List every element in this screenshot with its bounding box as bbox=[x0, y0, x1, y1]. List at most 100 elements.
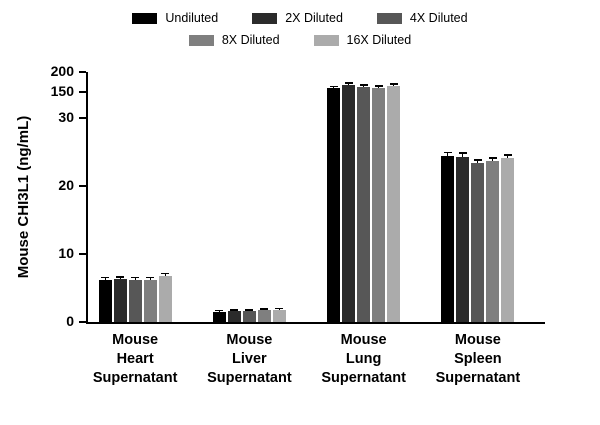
error-bar bbox=[462, 153, 464, 157]
y-axis-title: Mouse CHI3L1 (ng/mL) bbox=[15, 115, 32, 279]
bar bbox=[212, 311, 226, 322]
bar bbox=[486, 160, 500, 322]
y-tick-label: 150 bbox=[50, 83, 74, 99]
bar bbox=[113, 279, 127, 322]
error-bar-cap bbox=[473, 159, 482, 161]
legend-label: 2X Diluted bbox=[285, 11, 343, 25]
legend-swatch bbox=[252, 12, 278, 24]
legend-swatch bbox=[188, 34, 214, 46]
bar bbox=[98, 279, 112, 322]
legend-item: 8X Diluted bbox=[188, 33, 280, 47]
bar bbox=[342, 84, 356, 322]
y-tick-label: 10 bbox=[58, 245, 74, 261]
y-tick-label: 0 bbox=[66, 313, 74, 329]
x-category-label-line: Supernatant bbox=[435, 369, 521, 386]
x-category-label-line: Heart bbox=[116, 350, 154, 367]
bar bbox=[357, 86, 371, 322]
x-category-label-line: Supernatant bbox=[92, 369, 178, 386]
error-bar-cap bbox=[245, 309, 254, 311]
error-bar bbox=[333, 86, 335, 89]
error-bar bbox=[378, 86, 380, 88]
bar bbox=[242, 311, 256, 322]
legend-label: Undiluted bbox=[165, 11, 219, 25]
error-bar-cap bbox=[116, 276, 125, 278]
legend-label: 8X Diluted bbox=[221, 33, 280, 47]
error-bar-cap bbox=[329, 85, 338, 88]
bar bbox=[327, 88, 341, 322]
legend-swatch bbox=[313, 34, 339, 46]
error-bar bbox=[278, 308, 280, 310]
error-bar bbox=[218, 310, 220, 312]
bar bbox=[441, 156, 455, 322]
x-category-label-line: Mouse bbox=[112, 332, 159, 348]
legend-label: 4X Diluted bbox=[409, 11, 468, 25]
error-bar bbox=[363, 85, 365, 87]
y-tick bbox=[79, 91, 86, 93]
error-bar bbox=[149, 277, 151, 280]
y-tick-label: 30 bbox=[58, 109, 74, 125]
bar bbox=[257, 310, 271, 322]
bar bbox=[272, 309, 286, 322]
legend-item: Undiluted bbox=[132, 11, 218, 25]
error-bar-cap bbox=[101, 276, 110, 279]
legend-item: 16X Diluted bbox=[313, 33, 412, 47]
error-bar bbox=[348, 83, 350, 85]
error-bar-cap bbox=[230, 309, 239, 311]
error-bar bbox=[119, 277, 121, 280]
error-bar bbox=[104, 277, 106, 280]
error-bar-cap bbox=[458, 152, 467, 154]
error-bar-cap bbox=[374, 85, 383, 87]
error-bar bbox=[477, 160, 479, 163]
error-bar-cap bbox=[359, 84, 368, 86]
error-bar-cap bbox=[443, 151, 452, 154]
error-bar bbox=[492, 158, 494, 161]
legend: Undiluted 2X Diluted 4X Diluted 8X Diluted 1… bbox=[0, 11, 600, 47]
bar bbox=[143, 279, 157, 322]
x-category-label: Mouse Heart Supernatant bbox=[70, 331, 200, 388]
error-bar-cap bbox=[215, 309, 224, 312]
y-tick bbox=[79, 253, 86, 255]
error-bar-cap bbox=[146, 276, 155, 279]
legend-item: 2X Diluted bbox=[252, 11, 343, 25]
x-category-label-line: Supernatant bbox=[321, 369, 406, 386]
bar bbox=[387, 86, 401, 322]
error-bar-cap bbox=[344, 82, 353, 84]
x-category-label: Mouse Spleen Supernatant bbox=[413, 331, 543, 388]
x-category-label-line: Liver bbox=[232, 350, 267, 367]
error-bar-cap bbox=[161, 272, 170, 275]
y-axis bbox=[86, 72, 88, 324]
legend-label: 16X Diluted bbox=[346, 33, 412, 47]
x-category-label: Mouse Liver Supernatant bbox=[184, 331, 314, 388]
error-bar bbox=[248, 310, 250, 312]
error-bar-cap bbox=[260, 308, 269, 310]
bar bbox=[372, 87, 386, 322]
bar bbox=[471, 162, 485, 322]
error-bar-cap bbox=[275, 307, 284, 310]
x-category-label-line: Mouse bbox=[340, 332, 387, 348]
x-axis bbox=[86, 322, 545, 324]
y-tick bbox=[79, 71, 86, 73]
x-category-label: Mouse Lung Supernatant bbox=[299, 331, 429, 388]
bar bbox=[501, 158, 515, 322]
error-bar-cap bbox=[389, 83, 398, 85]
legend-row: Undiluted 2X Diluted 4X Diluted bbox=[132, 11, 468, 25]
bar bbox=[128, 279, 142, 322]
error-bar bbox=[164, 273, 166, 277]
x-category-label-line: Spleen bbox=[454, 350, 502, 367]
x-category-label-line: Mouse bbox=[454, 332, 501, 348]
y-tick-label: 20 bbox=[58, 177, 74, 193]
bar bbox=[227, 311, 241, 322]
bar bbox=[456, 156, 470, 322]
y-tick bbox=[79, 321, 86, 323]
legend-row: 8X Diluted 16X Diluted bbox=[188, 33, 412, 47]
x-category-label-line: Lung bbox=[345, 350, 382, 367]
error-bar bbox=[233, 310, 235, 312]
error-bar bbox=[393, 84, 395, 86]
error-bar bbox=[507, 155, 509, 159]
y-tick bbox=[79, 185, 86, 187]
error-bar-cap bbox=[503, 154, 512, 156]
legend-item: 4X Diluted bbox=[376, 11, 468, 25]
y-tick bbox=[79, 117, 86, 119]
y-tick-label: 200 bbox=[50, 63, 74, 79]
